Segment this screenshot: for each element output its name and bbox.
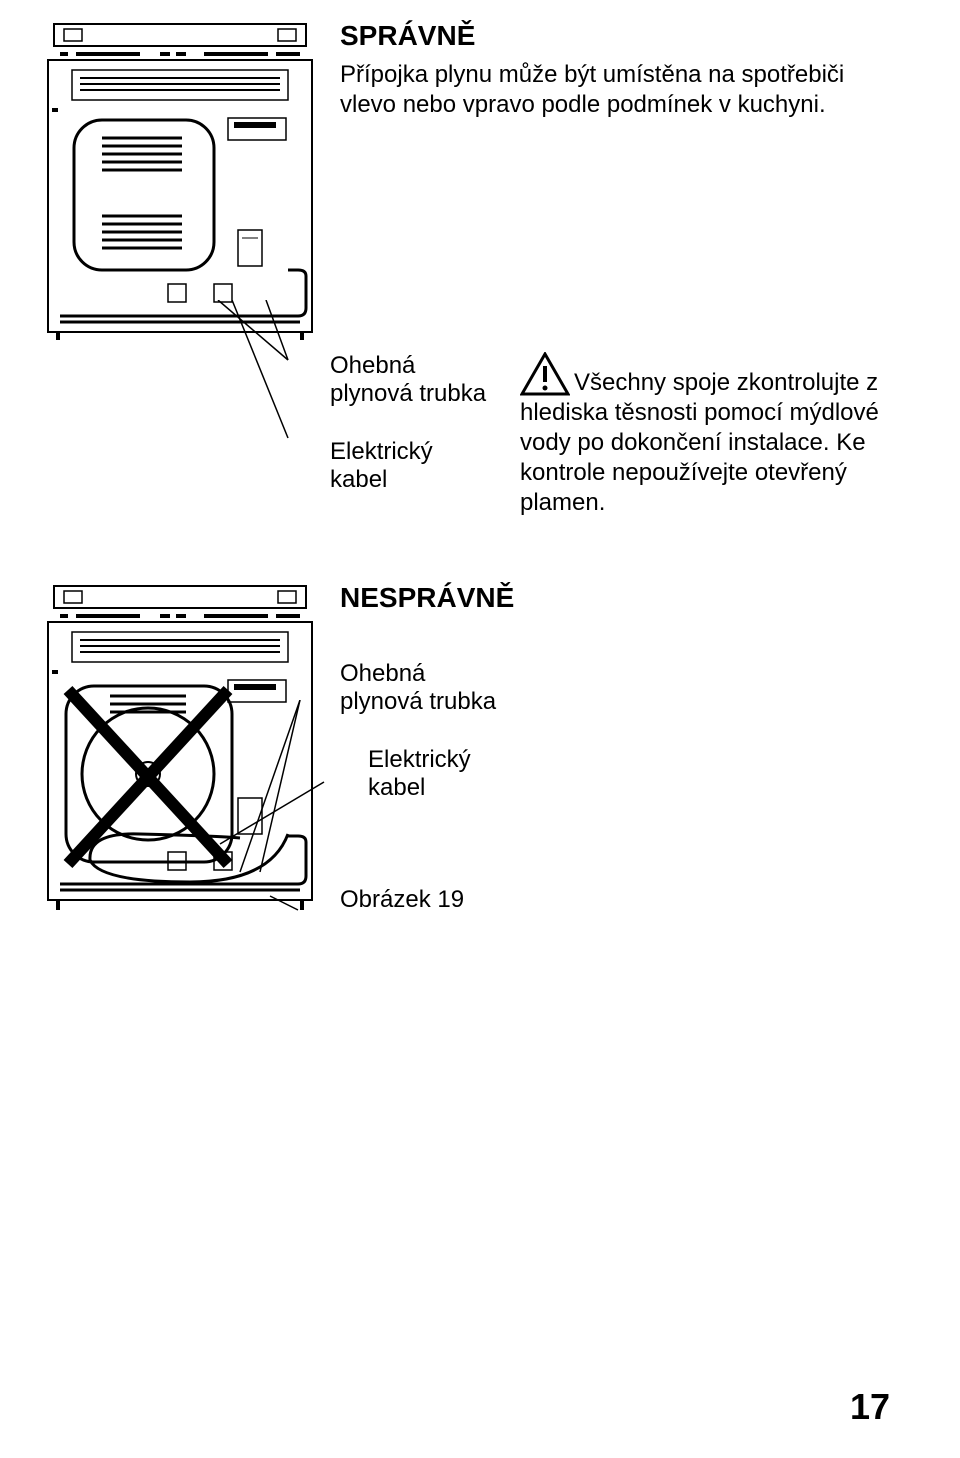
- electric-cable-label-2: kabel: [330, 466, 387, 494]
- correct-heading: SPRÁVNĚ: [340, 20, 890, 52]
- correct-section: SPRÁVNĚ Přípojka plynu může být umístěna…: [40, 20, 890, 340]
- gas-tube-label-incorrect-2: plynová trubka: [340, 688, 496, 716]
- electric-cable-label-1: Elektrický: [330, 438, 433, 466]
- warning-text-content: Všechny spoje zkontrolujte z hlediska tě…: [520, 369, 879, 516]
- incorrect-heading: NESPRÁVNĚ: [340, 582, 514, 614]
- gas-tube-label-2: plynová trubka: [330, 380, 486, 408]
- figure-caption: Obrázek 19: [340, 886, 464, 914]
- page-number: 17: [850, 1386, 890, 1428]
- warning-triangle-icon: [520, 352, 570, 396]
- gas-tube-label-1: Ohebná: [330, 352, 415, 380]
- correct-diagram: [40, 20, 320, 340]
- correct-paragraph: Přípojka plynu může být umístěna na spot…: [340, 60, 890, 120]
- warning-block: Všechny spoje zkontrolujte z hlediska tě…: [520, 352, 890, 518]
- correct-labels-warning: Ohebná plynová trubka Elektrický kabel V…: [330, 352, 890, 542]
- electric-cable-label-incorrect-2: kabel: [368, 774, 425, 802]
- electric-cable-label-incorrect-1: Elektrický: [368, 746, 471, 774]
- incorrect-section: NESPRÁVNĚ Ohebná plynová trubka Elektric…: [40, 582, 890, 922]
- warning-text: Všechny spoje zkontrolujte z hlediska tě…: [520, 352, 890, 518]
- gas-tube-label-incorrect-1: Ohebná: [340, 660, 425, 688]
- incorrect-labels: NESPRÁVNĚ Ohebná plynová trubka Elektric…: [340, 582, 600, 922]
- incorrect-diagram: [40, 582, 320, 918]
- page-root: SPRÁVNĚ Přípojka plynu může být umístěna…: [0, 0, 960, 1458]
